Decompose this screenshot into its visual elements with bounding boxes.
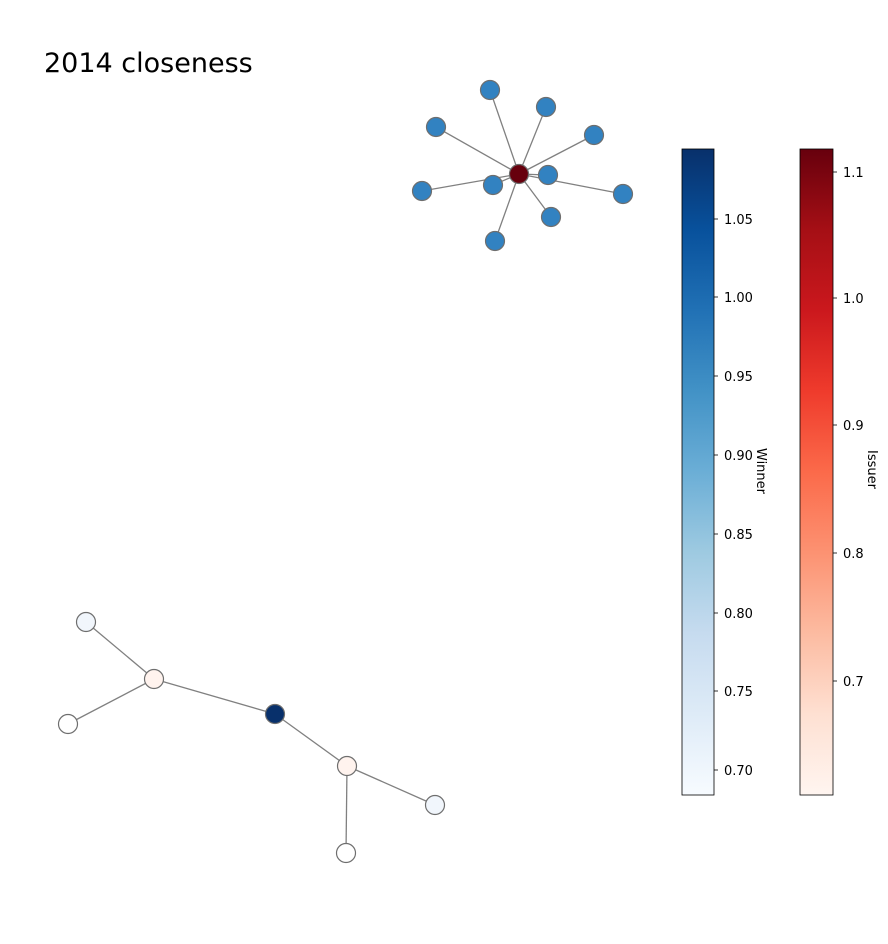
- graph-edge: [345, 765, 348, 854]
- graph-edge: [518, 173, 624, 195]
- graph-edge: [67, 678, 155, 725]
- graph-node: [540, 206, 562, 228]
- nodes-layer: [57, 79, 634, 864]
- graph-node: [482, 174, 504, 196]
- winner-tick-label: 0.70: [724, 764, 753, 779]
- graph-node: [75, 611, 97, 633]
- issuer-tick-label: 0.7: [843, 675, 864, 690]
- winner-colorbar-gradient: [681, 148, 715, 796]
- winner-tick-label: 1.05: [724, 213, 753, 228]
- graph-node: [143, 668, 165, 690]
- graph-edge: [85, 621, 155, 680]
- winner-colorbar: 0.70 0.75 0.80 0.85 0.90 0.95 1.00 1.05 Winner: [681, 148, 768, 796]
- issuer-tick-label: 0.8: [843, 547, 864, 562]
- graph-node: [537, 164, 559, 186]
- graph-edge: [421, 173, 520, 192]
- graph-node: [484, 230, 506, 252]
- issuer-tick-label: 1.0: [843, 292, 864, 307]
- winner-tick-label: 0.75: [724, 685, 753, 700]
- graph-edge: [274, 713, 348, 767]
- winner-tick-label: 0.95: [724, 370, 753, 385]
- issuer-colorbar: 0.7 0.8 0.9 1.0 1.1 Issuer: [799, 148, 879, 796]
- graph-node: [411, 180, 433, 202]
- issuer-colorbar-gradient: [799, 148, 834, 796]
- graph-edge: [435, 126, 520, 175]
- edges-layer: [67, 89, 624, 854]
- graph-node: [508, 163, 530, 185]
- graph-node: [535, 96, 557, 118]
- winner-tick-label: 0.80: [724, 607, 753, 622]
- issuer-colorbar-label: Issuer: [864, 450, 879, 490]
- graph-edge: [489, 89, 520, 175]
- graph-node: [335, 842, 357, 864]
- graph-edge: [494, 173, 520, 242]
- issuer-tick-label: 1.1: [843, 166, 864, 181]
- winner-tick-label: 0.90: [724, 449, 753, 464]
- graph-node: [425, 116, 447, 138]
- winner-tick-label: 0.85: [724, 528, 753, 543]
- winner-tick-label: 1.00: [724, 291, 753, 306]
- issuer-tick-label: 0.9: [843, 419, 864, 434]
- graph-node: [57, 713, 79, 735]
- graph-edge: [346, 765, 436, 806]
- graph-edge: [518, 134, 595, 175]
- graph-node: [479, 79, 501, 101]
- graph-node: [612, 183, 634, 205]
- chart-title: 2014 closeness: [44, 48, 253, 79]
- graph-node: [264, 703, 286, 725]
- graph-node: [583, 124, 605, 146]
- graph-node: [424, 794, 446, 816]
- graph-node: [336, 755, 358, 777]
- winner-colorbar-label: Winner: [753, 448, 768, 495]
- graph-edge: [518, 106, 547, 175]
- graph-edge: [153, 678, 276, 715]
